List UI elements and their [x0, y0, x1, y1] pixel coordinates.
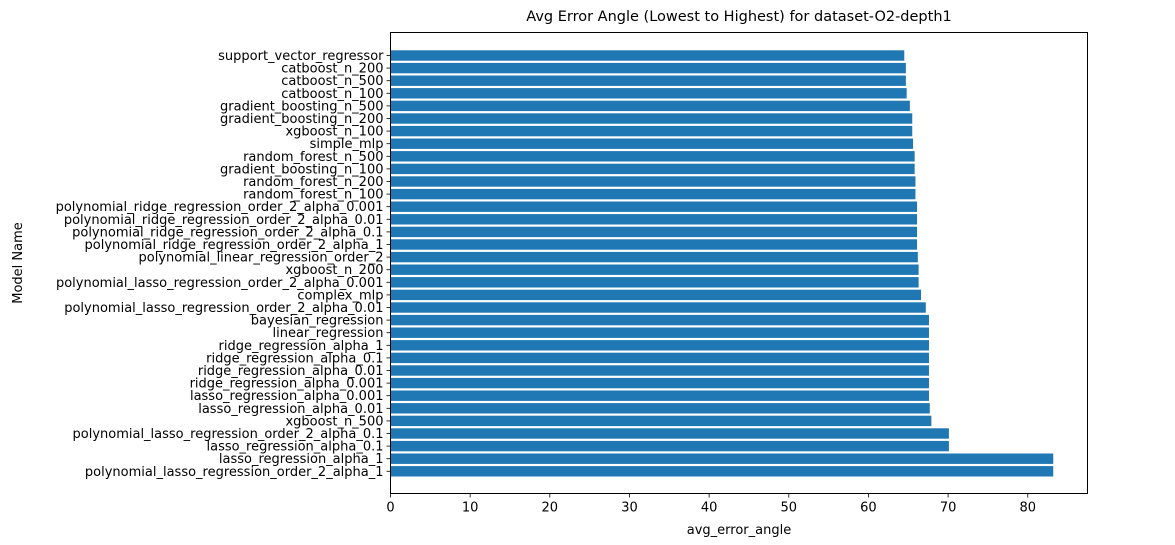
- bar: [390, 365, 929, 376]
- bar: [390, 201, 918, 212]
- bar: [390, 125, 913, 137]
- y-tick-label: catboost_n_500: [281, 74, 383, 89]
- chart-title: Avg Error Angle (Lowest to Highest) for …: [526, 9, 952, 25]
- bar: [390, 138, 914, 149]
- y-tick-label: catboost_n_100: [281, 87, 383, 102]
- y-tick-label: bayesian_regression: [251, 314, 384, 329]
- bar: [390, 302, 926, 313]
- bar: [390, 377, 929, 389]
- bar: [390, 264, 919, 275]
- bar: [390, 214, 918, 225]
- x-tick-label: 40: [701, 501, 718, 516]
- y-tick-label: polynomial_ridge_regression_order_2_alph…: [56, 200, 384, 215]
- bar: [390, 390, 929, 401]
- y-axis-label: Model Name: [11, 222, 26, 304]
- y-tick-label: random_forest_n_500: [243, 150, 383, 165]
- bar: [390, 75, 906, 86]
- bars-group: [390, 50, 1054, 477]
- bar: [390, 62, 906, 74]
- y-tick-label: gradient_boosting_n_200: [220, 112, 383, 127]
- y-tick-label: polynomial_lasso_regression_order_2_alph…: [64, 301, 383, 316]
- y-tick-label: complex_mlp: [297, 288, 383, 303]
- bar: [390, 163, 915, 175]
- x-tick-label: 70: [940, 501, 957, 516]
- bar: [390, 403, 930, 414]
- y-tick-labels: support_vector_regressorcatboost_n_200ca…: [56, 49, 391, 480]
- x-tick-label: 0: [386, 501, 394, 516]
- y-tick-label: lasso_regression_alpha_0.01: [198, 402, 383, 417]
- y-tick-label: lasso_regression_alpha_0.001: [190, 389, 384, 404]
- y-tick-label: catboost_n_200: [281, 62, 383, 77]
- y-tick-label: xgboost_n_500: [285, 414, 383, 429]
- bar: [390, 88, 907, 99]
- y-tick-label: random_forest_n_100: [243, 188, 383, 203]
- bar: [390, 226, 918, 238]
- bar: [390, 453, 1054, 464]
- bar: [390, 314, 929, 326]
- x-axis-label: avg_error_angle: [687, 523, 791, 538]
- bar: [390, 466, 1054, 477]
- y-tick-label: polynomial_ridge_regression_order_2_alph…: [64, 213, 384, 228]
- bar: [390, 415, 932, 427]
- y-tick-label: polynomial_ridge_regression_order_2_alph…: [85, 238, 384, 253]
- bar: [390, 277, 919, 288]
- y-tick-label: simple_mlp: [310, 137, 384, 152]
- bar: [390, 151, 915, 162]
- bar: [390, 113, 913, 124]
- bar: [390, 188, 916, 200]
- bar: [390, 428, 949, 439]
- bar: [390, 100, 910, 112]
- y-tick-label: lasso_regression_alpha_1: [219, 452, 384, 467]
- y-tick-label: polynomial_ridge_regression_order_2_alph…: [72, 225, 383, 240]
- bar: [390, 289, 922, 301]
- bar: [390, 352, 929, 364]
- y-tick-label: support_vector_regressor: [218, 49, 384, 64]
- y-tick-label: ridge_regression_alpha_0.1: [206, 351, 383, 366]
- y-tick-label: lasso_regression_alpha_0.1: [206, 440, 383, 455]
- bar: [390, 50, 905, 61]
- y-tick-label: random_forest_n_200: [243, 175, 383, 190]
- x-tick-label: 80: [1019, 501, 1036, 516]
- bar: [390, 327, 929, 338]
- bar: [390, 440, 949, 452]
- y-tick-label: ridge_regression_alpha_0.01: [198, 364, 384, 379]
- y-tick-label: gradient_boosting_n_100: [220, 162, 383, 177]
- x-tick-label: 60: [860, 501, 877, 516]
- y-tick-label: ridge_regression_alpha_1: [219, 339, 384, 354]
- bar: [390, 176, 916, 187]
- plot-frame: [390, 32, 1088, 494]
- y-tick-label: polynomial_lasso_regression_order_2_alph…: [73, 427, 384, 442]
- y-tick-label: xgboost_n_200: [285, 263, 383, 278]
- y-tick-label: ridge_regression_alpha_0.001: [190, 377, 384, 392]
- y-tick-label: linear_regression: [273, 326, 384, 341]
- y-tick-label: polynomial_lasso_regression_order_2_alph…: [56, 276, 384, 291]
- y-tick-label: polynomial_linear_regression_order_2: [139, 251, 384, 266]
- y-tick-label: polynomial_lasso_regression_order_2_alph…: [85, 465, 384, 480]
- x-tick-label: 50: [781, 501, 798, 516]
- bar: [390, 239, 918, 250]
- y-tick-label: xgboost_n_100: [285, 125, 383, 140]
- bar: [390, 251, 918, 263]
- x-tick-label: 30: [621, 501, 638, 516]
- x-tick-label: 20: [542, 501, 559, 516]
- x-ticks: 0 10 20 30 40 50 60 70 80: [386, 493, 1036, 516]
- x-tick-label: 10: [462, 501, 479, 516]
- y-tick-label: gradient_boosting_n_500: [220, 99, 383, 114]
- bar: [390, 340, 929, 351]
